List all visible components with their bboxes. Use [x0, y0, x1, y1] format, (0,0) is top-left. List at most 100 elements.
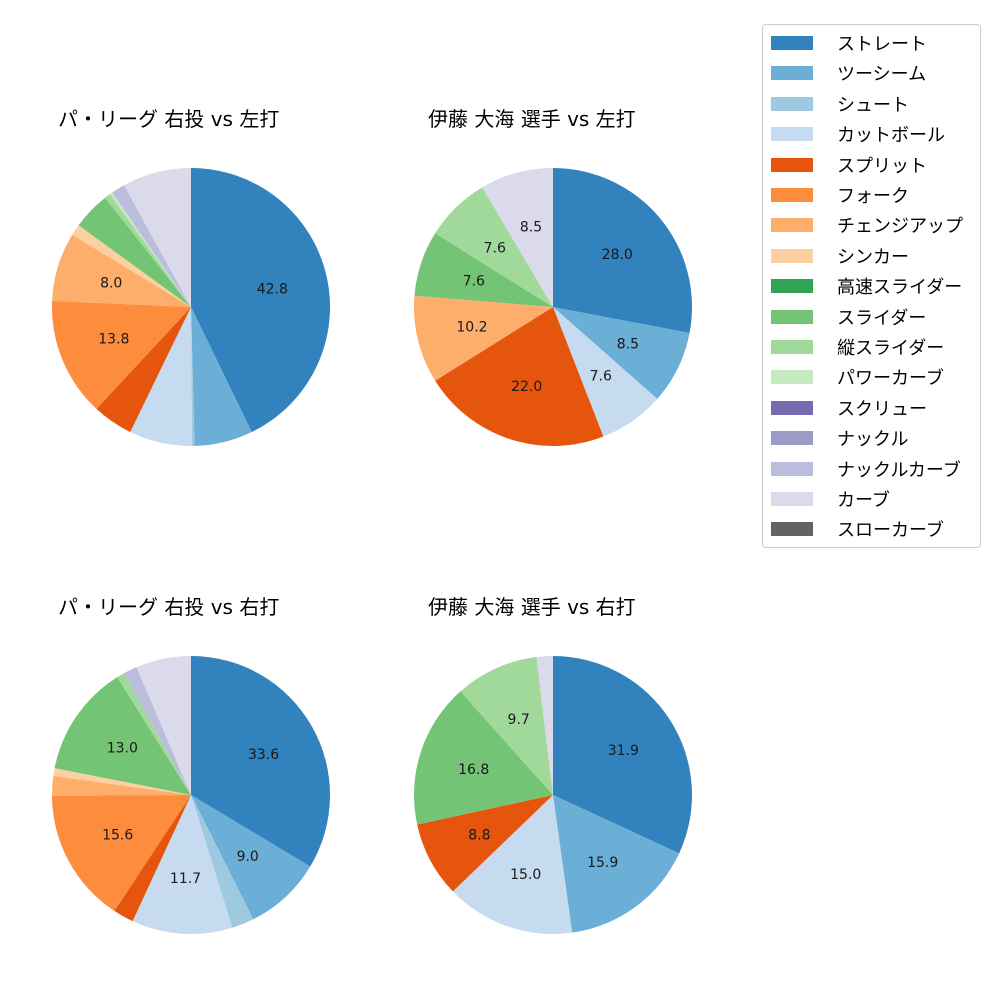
pie-slice [435, 307, 604, 446]
pie-slice [52, 234, 191, 307]
slice-label: 13.0 [107, 741, 138, 757]
pie-slice [460, 656, 553, 795]
slice-label: 8.5 [520, 220, 542, 236]
chart-title: 伊藤 大海 選手 vs 左打 [428, 107, 636, 131]
legend-label: スライダー [837, 307, 927, 329]
slice-label: 9.0 [237, 849, 259, 865]
pie-slice [191, 307, 195, 446]
pie-slice [191, 795, 254, 928]
slice-label: 15.6 [102, 828, 133, 844]
slice-label: 7.6 [463, 274, 485, 290]
pie-slice [417, 795, 553, 892]
pie-slice [553, 307, 690, 399]
legend-swatch [771, 431, 813, 446]
pie-slice [52, 300, 191, 409]
slice-label: 10.2 [456, 320, 487, 336]
legend-label: フォーク [837, 186, 909, 207]
pie-slice [52, 795, 191, 911]
pie-slice [132, 795, 233, 935]
legend-label: シュート [837, 94, 909, 116]
legend-item: ナックルカーブ [771, 458, 961, 481]
legend-swatch [771, 400, 813, 415]
legend-item: ツーシーム [771, 62, 927, 86]
pie-slice [53, 768, 191, 795]
legend-item: カーブ [771, 488, 890, 511]
legend-swatch [771, 248, 813, 263]
pie-slice [191, 656, 330, 867]
pie-slice [536, 656, 553, 795]
pie-slice [482, 168, 553, 307]
slice-label: 33.6 [248, 747, 279, 763]
pie-slice [414, 691, 553, 825]
legend-label: ストレート [837, 34, 927, 55]
legend-item: スプリット [771, 154, 927, 177]
legend-item: ナックル [771, 427, 909, 451]
legend-swatch [771, 370, 813, 385]
pie-slice [124, 667, 191, 795]
pie-slice [117, 673, 191, 795]
legend-swatch [771, 461, 813, 476]
pie-slice [553, 307, 658, 437]
legend-swatch [771, 66, 813, 81]
pie-slice [191, 168, 331, 433]
pie-slice [414, 295, 553, 381]
slice-label: 13.8 [98, 332, 129, 348]
slice-label: 28.0 [602, 247, 633, 263]
legend-item: 縦スライダー [771, 336, 945, 359]
pie-slice [112, 185, 191, 307]
slice-label: 15.0 [510, 867, 541, 883]
legend-label: カットボール [837, 125, 945, 147]
legend-label: カーブ [837, 490, 890, 511]
legend-label: ナックル [837, 429, 909, 451]
legend-item: スライダー [771, 306, 927, 329]
slice-label: 16.8 [458, 762, 489, 778]
pie-slice [191, 307, 252, 446]
slice-label: 15.9 [587, 855, 618, 871]
legend-swatch [771, 188, 813, 202]
legend-label: スローカーブ [837, 520, 944, 542]
pie-slice [72, 225, 191, 307]
pie-slice [78, 197, 191, 307]
slice-label: 7.6 [484, 240, 506, 256]
legend-item: シンカー [771, 245, 909, 268]
slice-label: 11.7 [170, 871, 201, 887]
pie-slice [114, 795, 191, 922]
legend-swatch [771, 279, 813, 294]
legend-label: ツーシーム [837, 64, 927, 86]
legend-label: 縦スライダー [837, 338, 945, 359]
legend-item: フォーク [771, 184, 909, 207]
chart-title: 伊藤 大海 選手 vs 右打 [428, 595, 636, 619]
legend-swatch [771, 36, 813, 50]
legend-item: カットボール [771, 123, 945, 147]
pie-slice [553, 795, 680, 933]
legend-item: チェンジアップ [771, 214, 963, 238]
legend-swatch [771, 309, 813, 324]
slice-label: 9.7 [508, 712, 530, 728]
legend-item: ストレート [771, 32, 927, 55]
legend-label: チェンジアップ [837, 216, 963, 238]
legend-swatch [771, 340, 813, 354]
legend-item: シュート [771, 93, 909, 116]
legend-label: スプリット [837, 155, 927, 177]
pie-slice [452, 795, 573, 934]
pie-slice [54, 677, 191, 795]
legend-swatch [771, 127, 813, 142]
chart-title: パ・リーグ 右投 vs 左打 [58, 107, 280, 131]
pie-slice [110, 192, 191, 307]
legend-label: 高速スライダー [837, 277, 963, 299]
pie-slice [52, 775, 191, 796]
slice-label: 31.9 [608, 743, 639, 759]
legend-swatch [771, 96, 813, 111]
slice-label: 8.0 [100, 276, 122, 292]
legend-swatch [771, 157, 813, 172]
pie-slice [96, 307, 191, 433]
pie-slice [130, 307, 192, 446]
legend-swatch [771, 522, 813, 537]
legend-label: シンカー [837, 246, 909, 268]
pie-slice [553, 656, 692, 854]
legend-swatch [771, 218, 813, 233]
